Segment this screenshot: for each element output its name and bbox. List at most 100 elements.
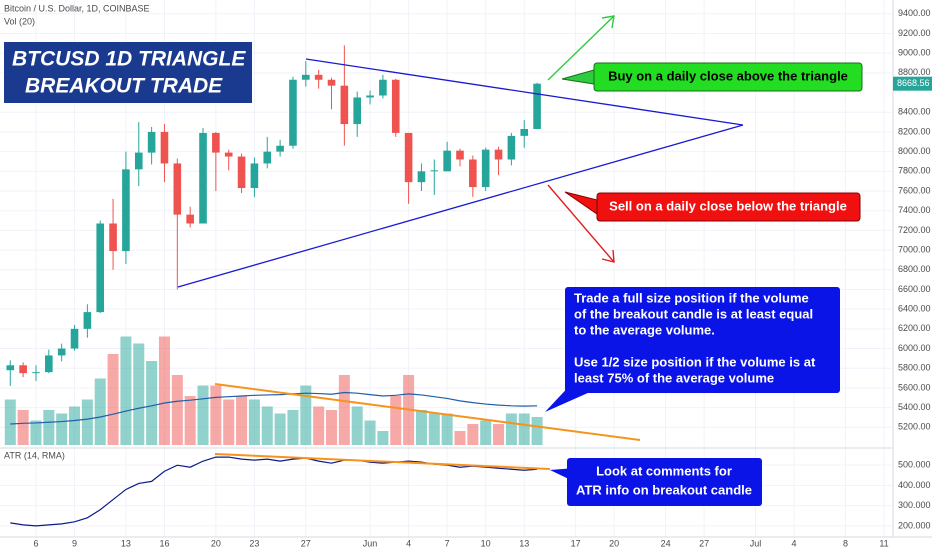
volume-bar: [313, 406, 325, 445]
volume-bar: [17, 410, 29, 445]
candle-body: [533, 83, 541, 129]
candle-body: [263, 151, 272, 164]
atr-tick-label: 200.000: [898, 520, 931, 530]
x-tick-label: 9: [72, 538, 77, 548]
volume-bar: [351, 406, 363, 445]
candle-body: [443, 150, 451, 172]
candle-body: [520, 128, 529, 136]
atr-tick-label: 500.000: [898, 460, 931, 470]
last-price-label: 8668.56: [897, 78, 930, 88]
volume-bar: [43, 410, 55, 445]
x-tick-label: 4: [406, 538, 411, 548]
y-tick-label: 7000.00: [898, 244, 931, 254]
title-line: BTCUSD 1D TRIANGLE: [12, 48, 246, 71]
candle-body: [83, 312, 92, 329]
note-line: least 75% of the average volume: [574, 370, 774, 385]
candle-body: [122, 169, 130, 252]
candle-body: [340, 85, 349, 125]
volume-bar: [518, 413, 530, 445]
candle-body: [417, 171, 426, 183]
candle-body: [469, 159, 477, 188]
last-price-tag: [893, 76, 932, 91]
volume-bar: [30, 420, 42, 445]
candle-body: [302, 74, 310, 80]
atr-trendline: [214, 453, 551, 470]
volume-layer: [4, 336, 543, 445]
volume-bar: [467, 424, 479, 445]
candle-body: [404, 132, 413, 183]
symbol-label: Bitcoin / U.S. Dollar, 1D, COINBASE: [4, 3, 150, 13]
volume-bar: [171, 375, 183, 445]
volume-bar: [454, 431, 466, 445]
candle-body: [134, 152, 143, 170]
candle-body: [32, 372, 40, 374]
candle-body: [379, 79, 387, 96]
title-box: [4, 42, 252, 103]
x-tick-label: 23: [249, 538, 259, 548]
volume-bar: [338, 375, 350, 445]
atr-label: ATR (14, RMA): [4, 450, 65, 460]
y-tick-label: 7600.00: [898, 185, 931, 195]
upper-trendline: [305, 58, 744, 126]
x-tick-label: Jul: [750, 538, 762, 548]
x-tick-label: 20: [609, 538, 619, 548]
candle-body: [237, 156, 246, 189]
sell-box: [596, 192, 861, 222]
volume-trendline: [214, 383, 641, 441]
axes: 5200.005400.005600.005800.006000.006200.…: [33, 8, 932, 548]
candle-body: [45, 355, 53, 373]
y-tick-label: 9000.00: [898, 48, 931, 58]
buy-arrow: [547, 15, 615, 81]
atr-tick-label: 400.000: [898, 480, 931, 490]
candle-body: [57, 348, 66, 356]
x-tick-label: 17: [571, 538, 581, 548]
y-tick-label: 5800.00: [898, 363, 931, 373]
volume-bar: [364, 420, 376, 445]
volume-note-box: [565, 287, 840, 393]
y-tick-label: 8400.00: [898, 107, 931, 117]
volume-bar: [81, 399, 93, 445]
candle-body: [276, 145, 284, 152]
x-tick-label: 27: [301, 538, 311, 548]
volume-bar: [261, 406, 273, 445]
candle-body: [366, 95, 374, 98]
x-tick-label: 16: [159, 538, 169, 548]
y-tick-label: 7200.00: [898, 225, 931, 235]
y-tick-label: 5600.00: [898, 382, 931, 392]
y-tick-label: 8200.00: [898, 126, 931, 136]
x-tick-label: 27: [699, 538, 709, 548]
candle-body: [353, 97, 361, 125]
candle-body: [481, 149, 490, 188]
x-tick-label: 10: [481, 538, 491, 548]
y-tick-label: 6000.00: [898, 343, 931, 353]
note-line: ATR info on breakout candle: [576, 482, 752, 497]
volume-bar: [184, 396, 196, 445]
candle-body: [186, 214, 194, 224]
candle-body: [391, 79, 400, 133]
y-tick-label: 6400.00: [898, 304, 931, 314]
volume-bar: [94, 378, 106, 445]
candle-body: [199, 132, 207, 224]
y-tick-label: 9200.00: [898, 28, 931, 38]
volume-bar: [287, 410, 299, 445]
volume-bar: [531, 417, 543, 445]
candle-body: [109, 223, 117, 252]
candle-body: [494, 149, 503, 160]
x-tick-label: 8: [843, 538, 848, 548]
volume-bar: [274, 413, 286, 445]
candle-body: [173, 163, 182, 215]
volume-bar: [493, 424, 505, 445]
y-tick-label: 7800.00: [898, 166, 931, 176]
volume-bar: [377, 431, 389, 445]
volume-bar: [248, 399, 260, 445]
candle-body: [147, 131, 156, 153]
volume-label: Vol (20): [4, 16, 35, 26]
atr-note-box: [567, 458, 762, 506]
price-layer: [6, 45, 541, 386]
candle-body: [289, 79, 297, 146]
y-tick-label: 6200.00: [898, 323, 931, 333]
buy-text: Buy on a daily close above the triangle: [608, 68, 848, 83]
lower-trendline: [177, 124, 744, 288]
x-tick-label: 6: [33, 538, 38, 548]
